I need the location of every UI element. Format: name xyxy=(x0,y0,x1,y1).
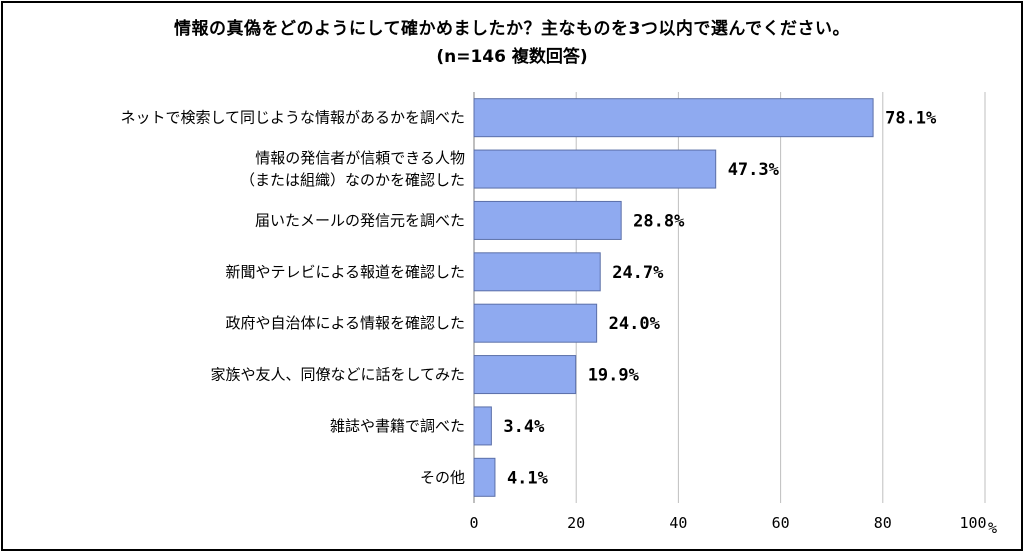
category-label-8: その他 xyxy=(420,468,465,486)
value-label-7: 3.4% xyxy=(503,417,545,437)
value-label-5: 24.0% xyxy=(609,314,661,334)
value-label-2: 47.3% xyxy=(728,160,780,180)
bar-1 xyxy=(473,98,874,138)
bar-7 xyxy=(473,406,492,446)
category-label-1: ネットで検索して同じような情報があるかを調べた xyxy=(120,109,465,127)
tick-label-60: 60 xyxy=(772,514,790,532)
category-label-3: 届いたメールの発信元を調べた xyxy=(255,211,465,229)
axis-unit-label: % xyxy=(988,519,997,537)
category-label-2-line-2: （または組織）なのかを確認した xyxy=(240,171,465,189)
category-label-5: 政府や自治体による情報を確認した xyxy=(225,314,465,332)
category-label-6: 家族や友人、同僚などに話をしてみた xyxy=(210,366,465,384)
tick-label-40: 40 xyxy=(669,514,687,532)
bar-4 xyxy=(473,252,601,292)
bar-3 xyxy=(473,200,622,240)
bar-8 xyxy=(473,457,496,497)
tick-label-80: 80 xyxy=(874,514,892,532)
category-label-2-line-1: 情報の発信者が信頼できる人物 xyxy=(255,149,465,167)
x-axis-ticks: 0 20 40 60 80 100% xyxy=(469,514,997,537)
value-label-3: 28.8% xyxy=(633,211,685,231)
chart-title: 情報の真偽をどのようにして確かめましたか？主なものを3つ以内で選んでください。 xyxy=(174,19,850,39)
tick-label-20: 20 xyxy=(567,514,585,532)
value-labels: 78.1% 47.3% 28.8% 24.7% 24.0% 19.9% 3.4% 4.1% xyxy=(503,109,937,489)
bar-6 xyxy=(473,355,577,395)
bar-2 xyxy=(473,149,717,189)
tick-label-100: 100 xyxy=(959,514,986,532)
value-label-6: 19.9% xyxy=(588,366,640,386)
chart-subtitle: (n=146 複数回答) xyxy=(436,47,588,67)
value-label-8: 4.1% xyxy=(507,468,549,488)
value-label-1: 78.1% xyxy=(885,109,937,129)
bars xyxy=(473,98,874,497)
category-label-4: 新聞やテレビによる報道を確認した xyxy=(225,263,465,281)
bar-5 xyxy=(473,303,598,343)
tick-label-0: 0 xyxy=(469,514,478,532)
category-label-7: 雑誌や書籍で調べた xyxy=(330,417,465,435)
value-label-4: 24.7% xyxy=(612,263,664,283)
